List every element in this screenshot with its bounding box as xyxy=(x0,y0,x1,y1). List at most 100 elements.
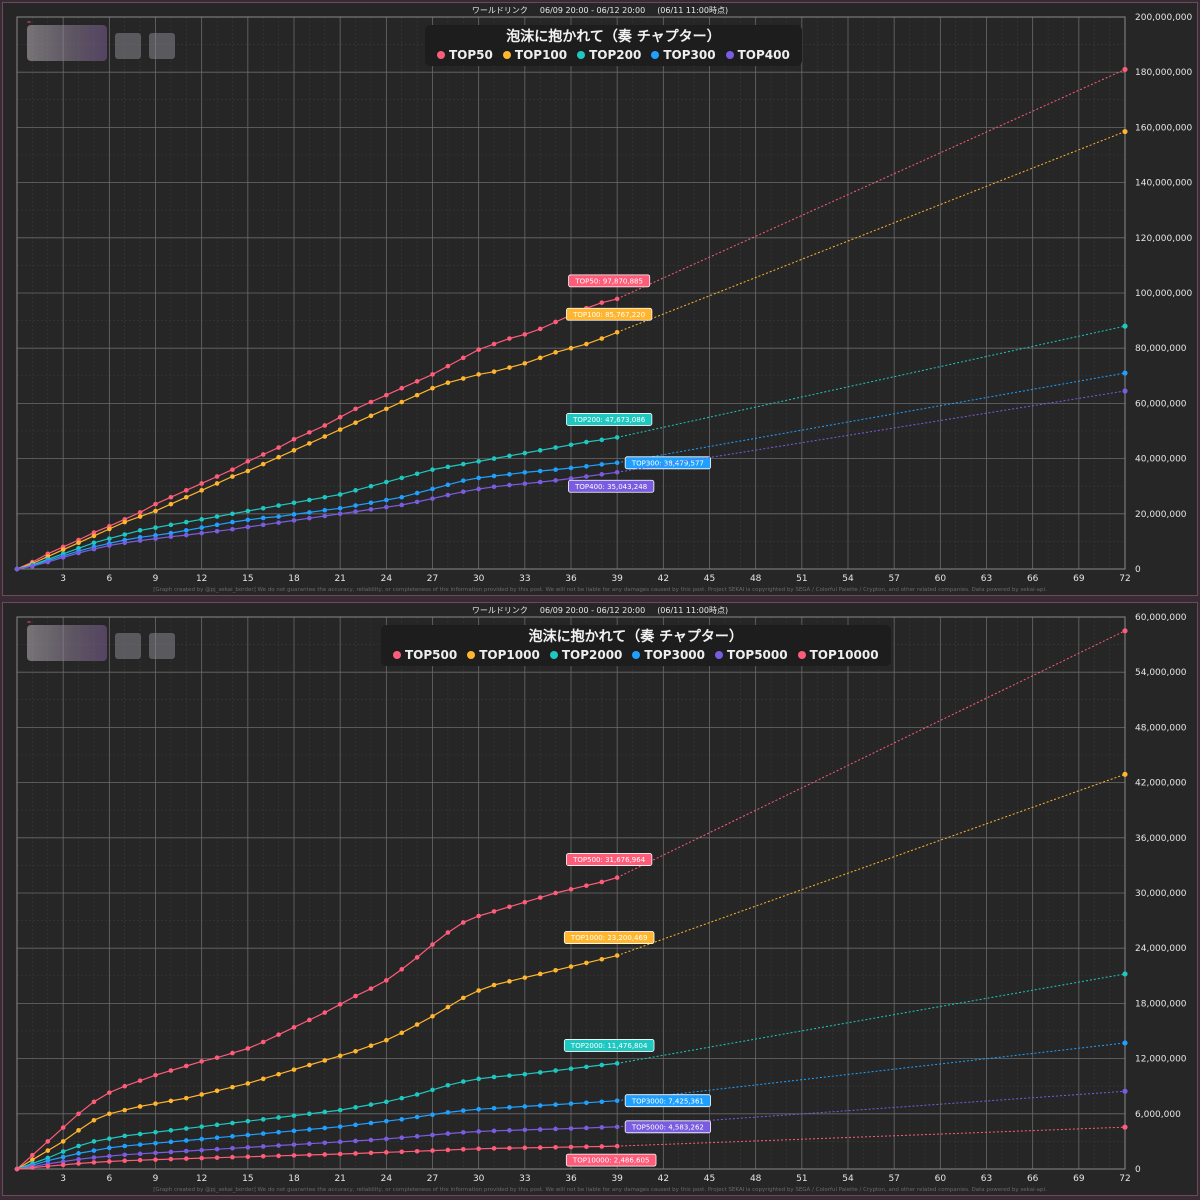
legend-title: 泡沫に抱かれて（奏 チャプター） xyxy=(506,29,721,45)
data-point xyxy=(183,528,189,533)
legend-item-top3000: TOP3000 xyxy=(632,648,705,662)
data-point xyxy=(245,459,251,464)
data-point xyxy=(522,481,528,487)
x-tick-label: 21 xyxy=(334,574,345,584)
data-point xyxy=(199,525,204,530)
legend-item-top300: TOP300 xyxy=(651,48,716,62)
data-point xyxy=(183,1138,189,1143)
data-point xyxy=(491,1128,497,1134)
x-tick-label: 36 xyxy=(565,574,577,584)
legend-item-top200: TOP200 xyxy=(577,48,641,62)
projection-line xyxy=(617,1126,1126,1147)
data-point xyxy=(553,967,558,973)
data-point xyxy=(614,469,620,475)
legend-marker-icon xyxy=(577,51,586,59)
character-thumb-icon xyxy=(149,633,175,659)
data-point xyxy=(153,1150,158,1156)
data-point xyxy=(260,461,266,467)
data-point xyxy=(183,1063,189,1069)
data-point xyxy=(214,1146,220,1152)
data-point xyxy=(507,1073,512,1078)
data-point xyxy=(307,1141,312,1146)
x-tick-label: 27 xyxy=(427,574,438,584)
data-point xyxy=(214,1122,220,1128)
data-point xyxy=(153,1072,158,1078)
data-point xyxy=(260,1117,266,1122)
data-point xyxy=(291,1153,297,1158)
x-tick-label: 27 xyxy=(427,1174,438,1184)
legend-title: 泡沫に抱かれて（奏 チャプター） xyxy=(528,629,743,645)
as-of-time: (06/11 11:00時点) xyxy=(657,6,729,15)
data-point xyxy=(45,1139,51,1144)
data-point xyxy=(553,1102,558,1107)
x-tick-label: 6 xyxy=(106,1174,112,1184)
legend-label: TOP400 xyxy=(737,48,790,62)
data-point xyxy=(30,1152,35,1158)
x-tick-label: 69 xyxy=(1073,1174,1085,1184)
data-point xyxy=(307,510,312,515)
series-line xyxy=(16,877,618,1170)
data-point xyxy=(230,526,235,532)
data-point xyxy=(183,1148,189,1154)
data-point xyxy=(476,459,481,464)
data-point xyxy=(368,1150,374,1156)
data-point xyxy=(91,546,97,552)
data-point xyxy=(153,525,158,530)
y-tick-label: 36,000,000 xyxy=(1135,834,1187,844)
callout-box xyxy=(566,307,653,321)
data-point xyxy=(307,1017,312,1023)
x-tick-label: 54 xyxy=(842,574,854,584)
x-tick-label: 9 xyxy=(153,1174,159,1184)
data-point xyxy=(322,434,328,439)
callout-label: TOP400: 35,043,248 xyxy=(574,483,647,491)
data-point xyxy=(60,1154,66,1160)
x-tick-label: 42 xyxy=(658,574,669,584)
data-point xyxy=(522,332,528,337)
x-tick-label: 57 xyxy=(888,574,899,584)
x-tick-label: 72 xyxy=(1119,574,1130,584)
data-point xyxy=(107,536,112,541)
x-tick-label: 48 xyxy=(750,574,762,584)
x-tick-label: 45 xyxy=(704,1174,715,1184)
callout-box xyxy=(566,413,653,426)
data-point xyxy=(276,1153,281,1159)
data-point xyxy=(76,540,81,546)
data-point xyxy=(337,511,343,517)
data-point xyxy=(368,500,374,506)
data-point xyxy=(599,1144,605,1149)
legend-marker-icon xyxy=(715,651,724,659)
legend-marker-icon xyxy=(502,51,511,59)
data-point xyxy=(260,1144,266,1149)
data-point xyxy=(445,363,451,369)
legend-item-top10000: TOP10000 xyxy=(797,648,879,662)
data-point xyxy=(522,975,528,980)
data-point xyxy=(353,420,358,426)
legend-items: TOP50 TOP100 TOP200 TOP300 TOP400 xyxy=(437,48,790,62)
x-tick-label: 12 xyxy=(196,1174,207,1184)
data-point xyxy=(445,1004,451,1010)
data-point xyxy=(353,406,358,412)
data-point xyxy=(537,1070,543,1075)
data-point xyxy=(445,1082,451,1088)
legend-marker-icon xyxy=(437,51,445,59)
data-point xyxy=(153,536,158,541)
data-point xyxy=(584,1144,589,1150)
data-point xyxy=(230,474,235,479)
data-point xyxy=(337,1124,343,1129)
chart-legend: 泡沫に抱かれて（奏 チャプター） TOP50 TOP100 TOP200 TOP300… xyxy=(425,25,802,66)
data-point xyxy=(199,1136,204,1142)
data-point xyxy=(107,1159,112,1164)
data-point xyxy=(214,1155,220,1160)
data-point xyxy=(137,1104,143,1109)
data-point xyxy=(137,1157,143,1163)
data-point xyxy=(460,920,466,925)
projection-end-point xyxy=(1122,66,1128,73)
data-point xyxy=(230,467,235,472)
data-point xyxy=(322,1109,328,1115)
data-point xyxy=(76,1161,81,1166)
data-point xyxy=(307,441,312,446)
data-point xyxy=(614,1124,620,1130)
legend-item-top50: TOP50 xyxy=(437,48,493,62)
data-point xyxy=(614,1143,620,1149)
data-point xyxy=(414,955,420,960)
